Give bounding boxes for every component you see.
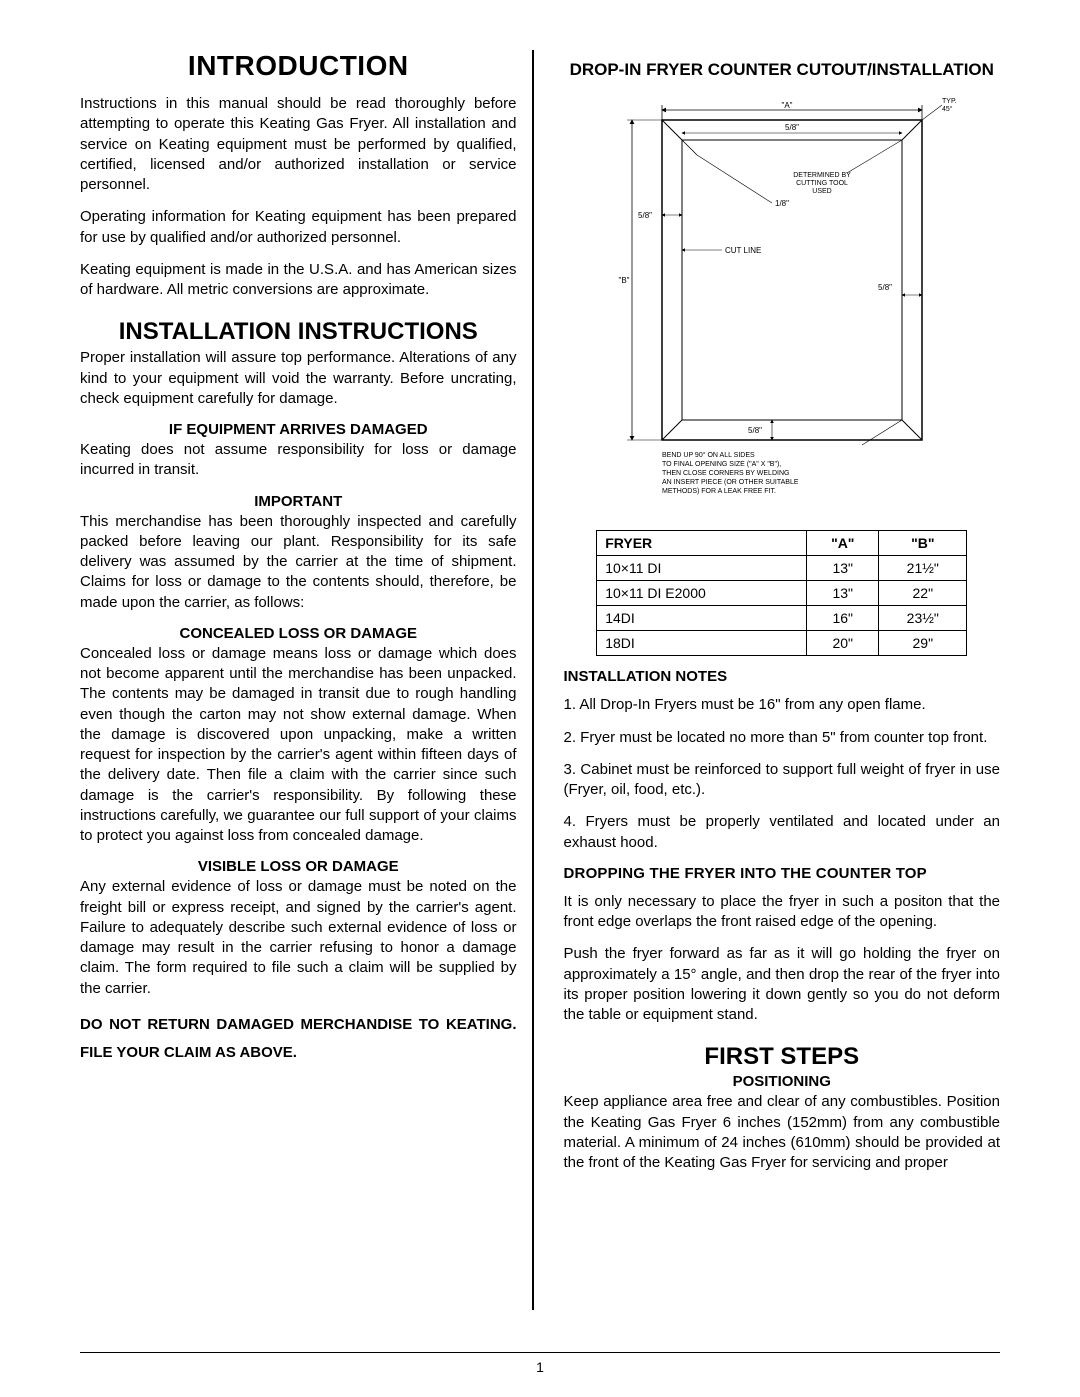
- diagram-label-b: "B": [618, 276, 629, 285]
- cell-a: 16": [807, 606, 879, 631]
- subhead-important: IMPORTANT: [80, 493, 517, 510]
- cell-b: 23½": [879, 606, 967, 631]
- table-row: 10×11 DI E2000 13" 22": [597, 581, 967, 606]
- th-fryer: FRYER: [597, 531, 807, 556]
- cell-fryer: 10×11 DI: [597, 556, 807, 581]
- cell-a: 20": [807, 631, 879, 656]
- cell-fryer: 18DI: [597, 631, 807, 656]
- th-b: "B": [879, 531, 967, 556]
- install-paragraph: Proper installation will assure top perf…: [80, 348, 517, 409]
- diagram-bend3: THEN CLOSE CORNERS BY WELDING: [662, 470, 789, 477]
- cutout-diagram: "A" 5/8" TYP. 45° "B" 5/8" 1/8: [564, 95, 1001, 515]
- th-a: "A": [807, 531, 879, 556]
- concealed-paragraph: Concealed loss or damage means loss or d…: [80, 644, 517, 847]
- intro-paragraph-1: Instructions in this manual should be re…: [80, 94, 517, 195]
- damaged-paragraph: Keating does not assume responsibility f…: [80, 440, 517, 481]
- diagram-bend5: METHODS) FOR A LEAK FREE FIT.: [662, 488, 776, 495]
- install-note-3: 3. Cabinet must be reinforced to support…: [564, 760, 1001, 801]
- diagram-label-a: "A": [781, 101, 792, 110]
- install-note-4: 4. Fryers must be properly ventilated an…: [564, 812, 1001, 853]
- cell-fryer: 10×11 DI E2000: [597, 581, 807, 606]
- intro-paragraph-2: Operating information for Keating equipm…: [80, 207, 517, 248]
- diagram-bend1: BEND UP 90° ON ALL SIDES: [662, 451, 755, 459]
- page-number: 1: [80, 1352, 1000, 1375]
- diagram-dim-top-58: 5/8": [785, 123, 799, 132]
- subhead-visible: VISIBLE LOSS OR DAMAGE: [80, 858, 517, 875]
- diagram-det2: CUTTING TOOL: [796, 180, 848, 187]
- subhead-if-damaged: IF EQUIPMENT ARRIVES DAMAGED: [80, 421, 517, 438]
- dropping-p2: Push the fryer forward as far as it will…: [564, 944, 1001, 1025]
- cutout-svg: "A" 5/8" TYP. 45° "B" 5/8" 1/8: [602, 95, 962, 515]
- diagram-label-45: 45°: [942, 105, 953, 113]
- dimensions-table: FRYER "A" "B" 10×11 DI 13" 21½" 10×11 DI…: [596, 530, 967, 656]
- right-column: DROP-IN FRYER COUNTER CUTOUT/INSTALLATIO…: [564, 50, 1001, 1310]
- diagram-det3: USED: [812, 188, 831, 195]
- do-not-return-statement: DO NOT RETURN DAMAGED MERCHANDISE TO KEA…: [80, 1011, 517, 1068]
- diagram-bend4: AN INSERT PIECE (OR OTHER SUITABLE: [662, 479, 799, 486]
- table-row: 14DI 16" 23½": [597, 606, 967, 631]
- install-note-1: 1. All Drop-In Fryers must be 16" from a…: [564, 695, 1001, 715]
- subhead-positioning: POSITIONING: [564, 1073, 1001, 1090]
- heading-dropin-cutout: DROP-IN FRYER COUNTER CUTOUT/INSTALLATIO…: [564, 60, 1001, 80]
- diagram-label-typ: TYP.: [942, 98, 957, 105]
- cell-fryer: 14DI: [597, 606, 807, 631]
- two-column-layout: INTRODUCTION Instructions in this manual…: [80, 50, 1000, 1310]
- diagram-bend2: TO FINAL OPENING SIZE ("A" X "B"),: [662, 461, 781, 468]
- heading-first-steps: FIRST STEPS: [564, 1043, 1001, 1071]
- subhead-concealed: CONCEALED LOSS OR DAMAGE: [80, 625, 517, 642]
- intro-paragraph-3: Keating equipment is made in the U.S.A. …: [80, 260, 517, 301]
- dropping-p1: It is only necessary to place the fryer …: [564, 892, 1001, 933]
- cell-a: 13": [807, 556, 879, 581]
- diagram-dim-18: 1/8": [775, 199, 789, 208]
- diagram-dim-bottom-58: 5/8": [748, 426, 762, 435]
- cell-b: 29": [879, 631, 967, 656]
- table-row: 10×11 DI 13" 21½": [597, 556, 967, 581]
- install-note-2: 2. Fryer must be located no more than 5"…: [564, 728, 1001, 748]
- left-column: INTRODUCTION Instructions in this manual…: [80, 50, 534, 1310]
- cell-b: 21½": [879, 556, 967, 581]
- important-paragraph: This merchandise has been thoroughly ins…: [80, 512, 517, 613]
- heading-installation-instructions: INSTALLATION INSTRUCTIONS: [80, 318, 517, 346]
- dropping-heading: DROPPING THE FRYER INTO THE COUNTER TOP: [564, 865, 1001, 882]
- installation-notes-heading: INSTALLATION NOTES: [564, 668, 1001, 685]
- heading-introduction: INTRODUCTION: [80, 50, 517, 82]
- diagram-dim-right-58: 5/8": [878, 283, 892, 292]
- diagram-cutline: CUT LINE: [725, 246, 761, 255]
- table-row: 18DI 20" 29": [597, 631, 967, 656]
- cell-b: 22": [879, 581, 967, 606]
- cell-a: 13": [807, 581, 879, 606]
- visible-paragraph: Any external evidence of loss or damage …: [80, 877, 517, 999]
- diagram-dim-left-58: 5/8": [638, 211, 652, 220]
- diagram-det1: DETERMINED BY: [793, 172, 851, 179]
- table-header-row: FRYER "A" "B": [597, 531, 967, 556]
- positioning-paragraph: Keep appliance area free and clear of an…: [564, 1092, 1001, 1173]
